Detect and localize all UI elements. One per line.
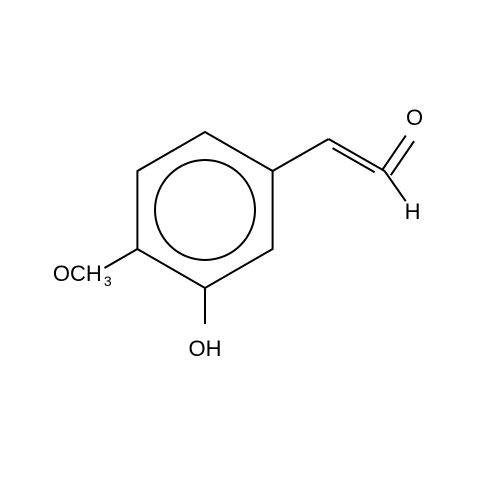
bond-c2-o-a — [383, 136, 406, 170]
label-och3-sub: 3 — [104, 273, 112, 289]
bond-c2-o-b — [391, 141, 414, 175]
aromatic-circle — [155, 160, 255, 260]
bond-c2-h — [385, 171, 406, 201]
bond-c1-c2-b — [333, 148, 375, 172]
label-h: H — [405, 199, 421, 224]
ring-hexagon — [137, 132, 272, 288]
bond-ring-c1 — [273, 139, 329, 171]
bond-c1-c2-a — [329, 139, 385, 171]
label-oh: OH — [189, 336, 222, 361]
molecule-diagram: OCH3OHOH — [0, 0, 500, 500]
benzene-ring — [137, 132, 272, 288]
atom-labels: OCH3OHOH — [53, 105, 423, 361]
label-o: O — [406, 105, 423, 130]
bond-ring-och3 — [104, 249, 137, 268]
label-och3-main: OCH — [53, 261, 102, 286]
